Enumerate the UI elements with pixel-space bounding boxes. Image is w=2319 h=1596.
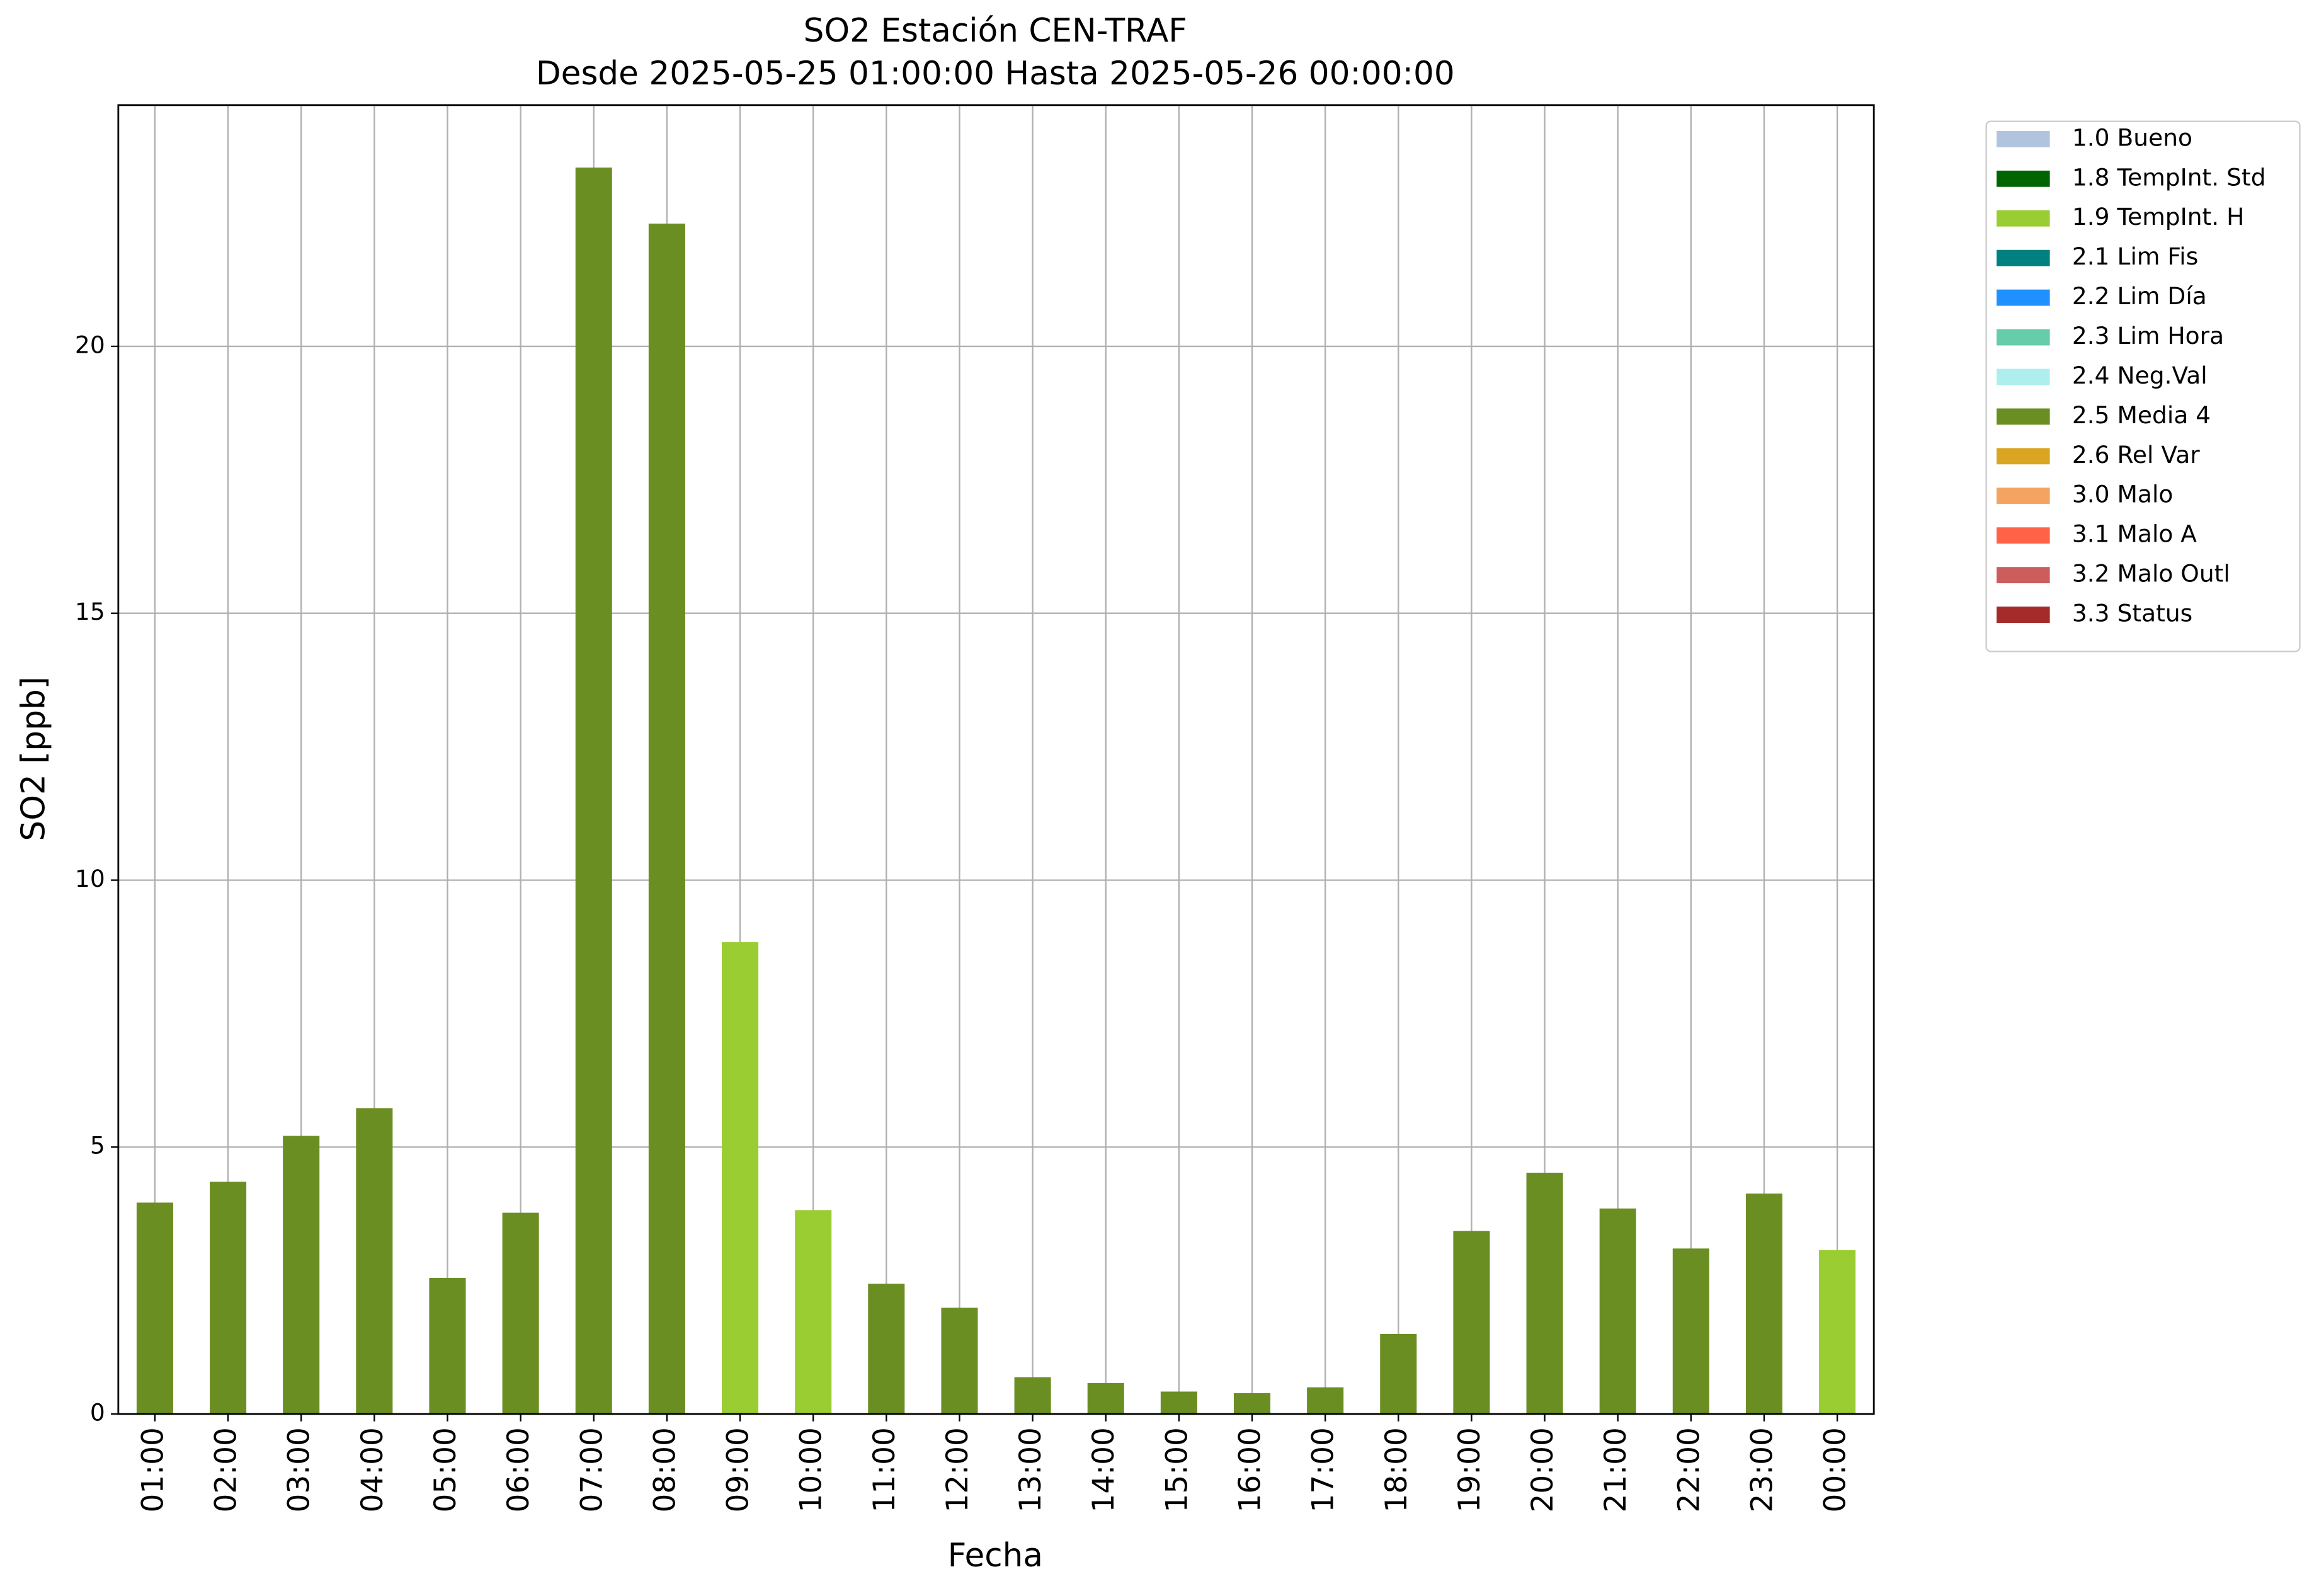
y-tick-label: 5 <box>90 1132 105 1160</box>
bar <box>429 1277 466 1415</box>
legend-swatch <box>1997 448 2050 465</box>
x-tick-label: 04:00 <box>355 1427 390 1512</box>
x-tick-label: 10:00 <box>794 1427 829 1512</box>
x-tick-label: 13:00 <box>1013 1427 1048 1512</box>
bar <box>210 1182 247 1415</box>
legend-swatch <box>1997 210 2050 227</box>
legend-label: 2.3 Lim Hora <box>2072 322 2224 350</box>
x-tick-label: 11:00 <box>867 1427 902 1512</box>
bar <box>1160 1391 1197 1415</box>
x-tick-label: 07:00 <box>574 1427 609 1512</box>
bar <box>648 224 685 1415</box>
bar <box>1672 1248 1709 1415</box>
legend-label: 3.2 Malo Outl <box>2072 560 2230 588</box>
legend-swatch <box>1997 567 2050 584</box>
bar <box>1380 1333 1417 1415</box>
bar <box>1014 1377 1051 1415</box>
x-tick-label: 03:00 <box>282 1427 317 1512</box>
x-tick-label: 15:00 <box>1160 1427 1194 1512</box>
legend-swatch <box>1997 329 2050 346</box>
legend-swatch <box>1997 527 2050 544</box>
legend-label: 2.1 Lim Fis <box>2072 242 2198 270</box>
x-tick-label: 14:00 <box>1086 1427 1121 1512</box>
legend-label: 3.1 Malo A <box>2072 520 2197 548</box>
legend-swatch <box>1997 130 2050 147</box>
x-tick-label: 00:00 <box>1818 1427 1853 1512</box>
legend-box <box>1985 120 2301 653</box>
y-tick-label: 0 <box>90 1399 105 1427</box>
y-axis-label: SO2 [ppb] <box>14 676 52 841</box>
bar <box>1599 1208 1636 1415</box>
bar <box>1819 1250 1856 1415</box>
bar <box>722 942 759 1415</box>
bar <box>356 1108 393 1415</box>
legend-swatch <box>1997 368 2050 385</box>
legend-label: 3.0 Malo <box>2072 481 2174 508</box>
legend-label: 1.9 TempInt. H <box>2072 203 2245 231</box>
x-tick-label: 12:00 <box>940 1427 975 1512</box>
plot-frame <box>117 104 1875 1415</box>
x-tick-label: 20:00 <box>1525 1427 1560 1512</box>
x-tick-label: 22:00 <box>1672 1427 1706 1512</box>
x-axis-label: Fecha <box>948 1537 1043 1575</box>
x-tick-label: 21:00 <box>1598 1427 1633 1512</box>
bar <box>1526 1172 1563 1415</box>
chart-title: SO2 Estación CEN-TRAF <box>804 12 1187 50</box>
x-tick-label: 05:00 <box>428 1427 463 1512</box>
legend-swatch <box>1997 249 2050 266</box>
x-tick-label: 02:00 <box>209 1427 244 1512</box>
legend-label: 2.5 Media 4 <box>2072 401 2211 429</box>
x-tick-label: 01:00 <box>135 1427 170 1512</box>
x-tick-label: 17:00 <box>1306 1427 1341 1512</box>
y-tick-label: 10 <box>75 865 105 892</box>
bar <box>283 1136 320 1415</box>
bar <box>502 1212 539 1415</box>
x-tick-label: 16:00 <box>1233 1427 1268 1512</box>
bar <box>1307 1387 1344 1415</box>
legend-swatch <box>1997 607 2050 623</box>
bar <box>1233 1393 1271 1415</box>
x-tick-label: 06:00 <box>501 1427 536 1512</box>
x-tick-label: 08:00 <box>647 1427 682 1512</box>
legend-swatch <box>1997 170 2050 187</box>
bar <box>1453 1231 1490 1415</box>
chart-subtitle: Desde 2025-05-25 01:00:00 Hasta 2025-05-… <box>536 55 1455 93</box>
y-tick-label: 15 <box>75 598 105 625</box>
y-tick-label: 20 <box>75 331 105 358</box>
bar <box>1745 1193 1783 1415</box>
legend-label: 2.2 Lim Día <box>2072 282 2207 310</box>
legend-label: 1.0 Bueno <box>2072 123 2192 151</box>
legend-swatch <box>1997 289 2050 306</box>
x-tick-label: 23:00 <box>1745 1427 1779 1512</box>
bar <box>136 1202 173 1415</box>
x-tick-label: 19:00 <box>1452 1427 1487 1512</box>
bar <box>941 1308 978 1415</box>
legend-swatch <box>1997 487 2050 504</box>
bar <box>575 168 612 1415</box>
legend-label: 2.6 Rel Var <box>2072 441 2200 469</box>
bar <box>795 1210 832 1415</box>
x-tick-label: 09:00 <box>721 1427 756 1512</box>
legend-label: 2.4 Neg.Val <box>2072 362 2208 389</box>
bar <box>1087 1382 1124 1415</box>
legend-label: 1.8 TempInt. Std <box>2072 163 2266 191</box>
x-tick-label: 18:00 <box>1379 1427 1414 1512</box>
legend-swatch <box>1997 408 2050 425</box>
bar <box>868 1284 905 1415</box>
legend-label: 3.3 Status <box>2072 600 2192 627</box>
